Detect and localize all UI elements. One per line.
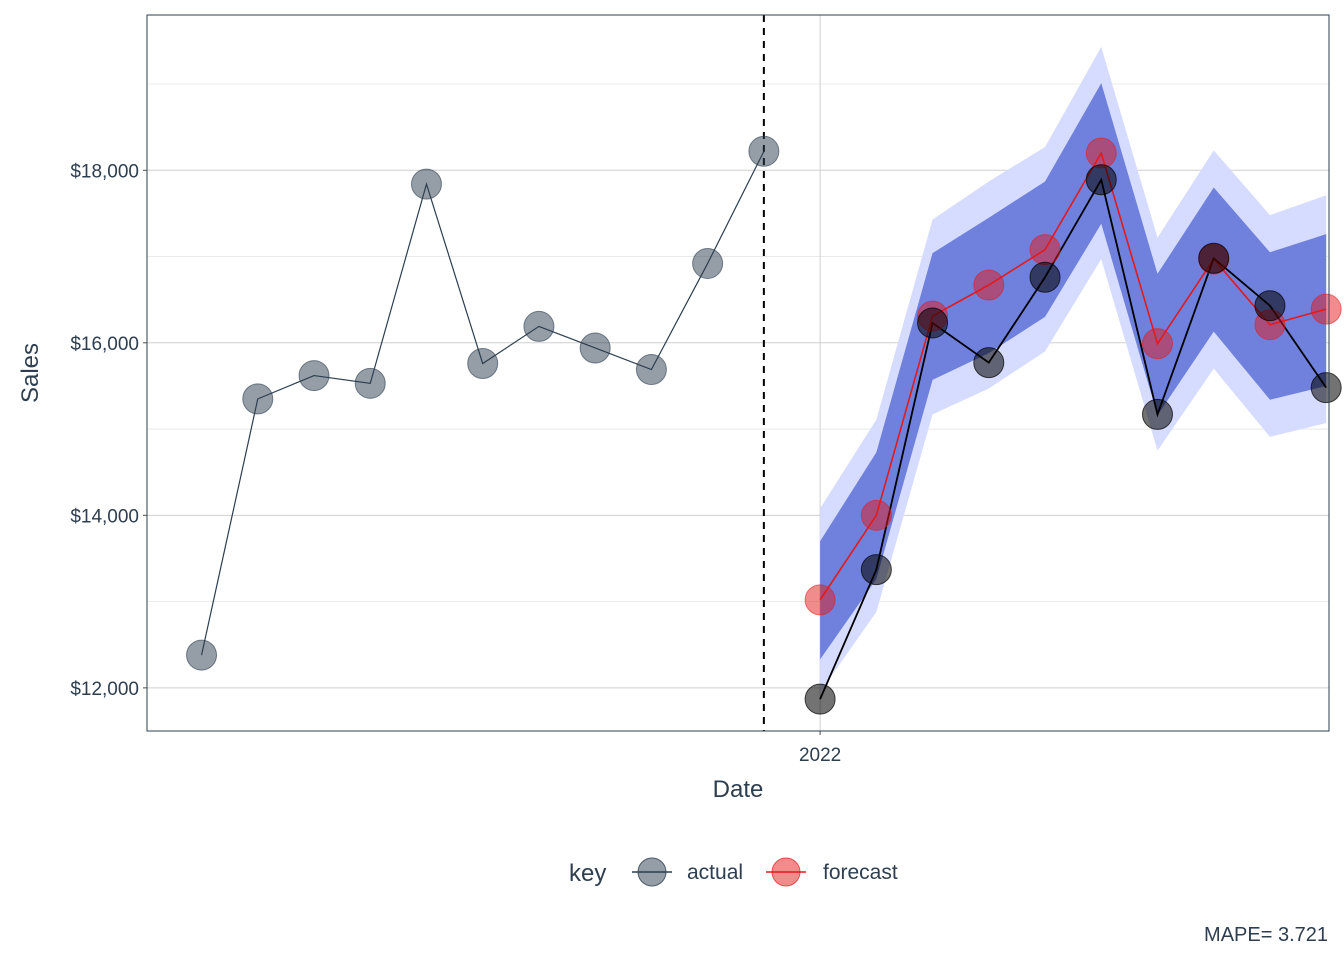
point-forecast <box>804 584 836 616</box>
point-forecast <box>860 499 892 531</box>
point-actual-test <box>1029 261 1061 293</box>
point-actual-training <box>523 310 555 342</box>
confidence-band-80 <box>820 83 1327 660</box>
point-actual-test <box>1085 164 1117 196</box>
x-axis-title: Date <box>713 776 764 803</box>
point-actual-training <box>692 247 724 279</box>
point-actual-training <box>748 135 780 167</box>
point-actual-training <box>635 354 667 386</box>
point-actual-training <box>298 360 330 392</box>
plot-panel-border <box>146 14 1330 732</box>
point-actual-test <box>917 307 949 339</box>
point-actual-training <box>410 168 442 200</box>
legend-key-actual <box>632 857 672 887</box>
minor-gridlines <box>147 83 1329 603</box>
point-forecast <box>1141 328 1173 360</box>
point-actual-test <box>973 347 1005 379</box>
line-actual-test <box>819 177 1327 700</box>
point-actual-test <box>1254 290 1286 322</box>
y-tick-label: $18,000 <box>70 161 139 182</box>
legend: key actual forecast <box>569 857 898 887</box>
line-forecast <box>819 151 1327 601</box>
point-actual-test <box>1198 242 1230 274</box>
confidence-bands <box>820 46 1327 693</box>
series-points <box>186 135 1342 715</box>
y-tick-label: $16,000 <box>70 334 139 355</box>
point-actual-training <box>242 383 274 415</box>
x-axis-ticks: 2022 <box>799 731 841 766</box>
point-forecast <box>973 269 1005 301</box>
line-actual-training <box>200 151 765 656</box>
point-actual-training <box>354 367 386 399</box>
mape-caption: MAPE= 3.721 <box>1204 924 1328 946</box>
point-actual-training <box>579 332 611 364</box>
legend-label-forecast: forecast <box>823 861 898 884</box>
point-actual-test <box>804 683 836 715</box>
legend-title: key <box>569 860 606 887</box>
y-axis-ticks: $12,000 $14,000 $16,000 $18,000 <box>70 161 147 700</box>
point-forecast <box>1310 293 1342 325</box>
point-actual-test <box>860 554 892 586</box>
point-forecast <box>1029 234 1061 266</box>
point-actual-test <box>1141 398 1173 430</box>
y-tick-label: $12,000 <box>70 679 139 700</box>
point-actual-test <box>1310 372 1342 404</box>
legend-label-actual: actual <box>687 861 743 884</box>
y-axis-title: Sales <box>17 343 44 403</box>
point-forecast <box>1085 137 1117 169</box>
point-actual-training <box>467 348 499 380</box>
legend-key-forecast <box>766 857 806 887</box>
x-tick-label: 2022 <box>799 745 841 766</box>
confidence-band-95 <box>820 46 1327 693</box>
y-tick-label: $14,000 <box>70 506 139 527</box>
point-actual-training <box>186 639 218 671</box>
